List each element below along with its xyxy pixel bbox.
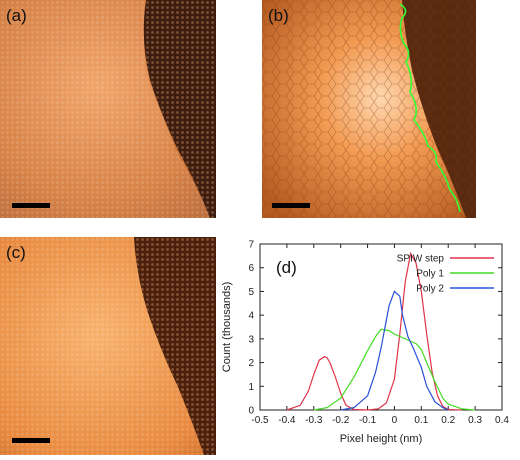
afm-image-b-graphic xyxy=(262,0,476,218)
afm-image-b: (b) xyxy=(262,0,476,218)
x-tick-label: -0.4 xyxy=(278,415,296,426)
panel-label-c: (c) xyxy=(6,243,26,262)
y-axis-label: Count (thousands) xyxy=(221,282,233,373)
x-tick-label: -0.5 xyxy=(251,415,269,426)
scale-bar-c xyxy=(12,438,50,443)
scale-bar-a xyxy=(12,203,50,208)
x-tick-label: 0.4 xyxy=(495,415,509,426)
x-tick-label: 0.1 xyxy=(414,415,428,426)
histogram-svg: -0.5 -0.4 -0.3 -0.2 -0.1 0 0.1 0.2 0.3 0.4 0 1 2 3 4 5 6… xyxy=(221,240,509,446)
x-axis-label: Pixel height (nm) xyxy=(340,433,423,445)
afm-image-c: (c) xyxy=(0,237,216,455)
x-tick-label: -0.3 xyxy=(305,415,323,426)
x-tick-label: -0.1 xyxy=(359,415,377,426)
plot-frame xyxy=(259,243,503,411)
y-tick-label: 3 xyxy=(248,334,254,345)
y-tick-label: 1 xyxy=(248,382,254,393)
y-tick-label: 6 xyxy=(248,263,254,274)
x-tick-label: 0.3 xyxy=(468,415,482,426)
series-line-poly-2 xyxy=(340,290,449,411)
y-tick-label: 7 xyxy=(248,240,254,251)
x-tick-label: -0.2 xyxy=(332,415,350,426)
afm-image-a-graphic xyxy=(0,0,216,218)
y-tick-label: 0 xyxy=(248,406,254,417)
series-line-poly-1 xyxy=(313,328,476,411)
legend-label: Poly 1 xyxy=(416,269,444,280)
y-tick-label: 2 xyxy=(248,358,254,369)
height-histogram-chart: -0.5 -0.4 -0.3 -0.2 -0.1 0 0.1 0.2 0.3 0.4 0 1 2 3 4 5 6… xyxy=(216,230,520,455)
panel-label-d: (d) xyxy=(276,258,297,277)
y-tick-label: 4 xyxy=(248,311,254,322)
x-tick-label: 0 xyxy=(392,415,398,426)
legend-label: SPIW step xyxy=(397,254,445,265)
y-tick-label: 5 xyxy=(248,287,254,298)
afm-image-a: (a) xyxy=(0,0,216,218)
panel-label-b: (b) xyxy=(268,6,289,25)
afm-image-c-graphic xyxy=(0,237,216,455)
panel-label-a: (a) xyxy=(6,6,27,25)
x-tick-label: 0.2 xyxy=(441,415,455,426)
series-line-spiw-step xyxy=(286,251,462,411)
legend-label: Poly 2 xyxy=(416,284,444,295)
step-edge-trace xyxy=(399,3,461,213)
scale-bar-b xyxy=(272,203,310,208)
